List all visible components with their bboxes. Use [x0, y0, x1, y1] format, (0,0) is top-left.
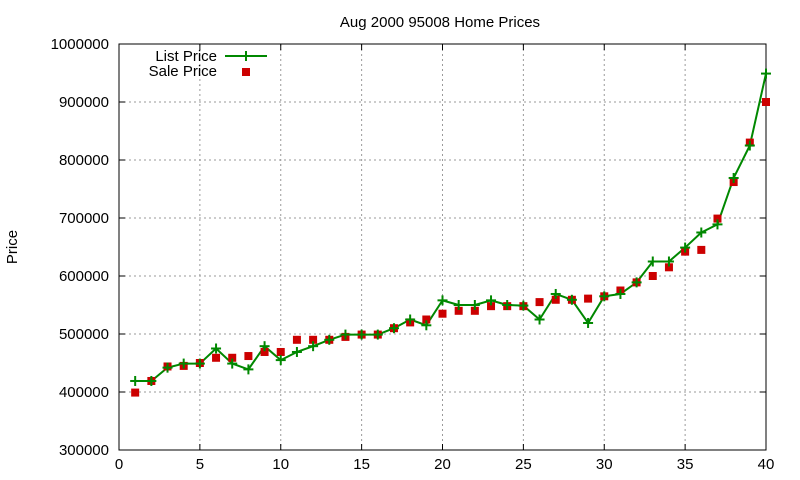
list-price-point: [453, 300, 464, 310]
list-price-point: [291, 346, 302, 357]
sale-price-point: [713, 214, 722, 223]
y-tick-label: 700000: [59, 210, 109, 227]
list-price-point: [308, 341, 319, 352]
list-price-point: [712, 219, 723, 230]
y-tick-labels: 300000 400000 500000 600000 700000 800000 9000…: [51, 36, 109, 459]
list-price-point: [130, 375, 141, 386]
x-tick-labels: 0 5 10 15 20 25 30 35 40: [115, 456, 775, 473]
list-price-point: [146, 375, 157, 386]
list-price-point: [243, 364, 254, 375]
list-price-point: [162, 362, 173, 373]
sale-price-point: [664, 263, 673, 272]
sale-price-point: [309, 335, 318, 344]
list-price-line: [135, 73, 767, 382]
legend-marker-list-price: [241, 51, 251, 61]
sale-price-point: [470, 306, 479, 315]
sale-price-point: [228, 353, 237, 362]
list-price-point: [356, 329, 367, 340]
y-axis-label: Price: [4, 230, 21, 264]
axis-ticks: [118, 43, 767, 451]
list-price-point: [534, 314, 545, 325]
list-price-point: [194, 358, 205, 369]
sale-price-point: [487, 302, 496, 311]
sale-price-point: [131, 388, 140, 397]
list-price-point: [275, 355, 286, 366]
legend-label-sale-price: Sale Price: [149, 63, 217, 80]
list-price-point: [388, 323, 399, 334]
sale-price-point: [762, 98, 770, 106]
list-price-point: [550, 288, 561, 299]
list-price-point: [680, 242, 691, 253]
list-price-point: [728, 172, 739, 183]
x-tick-label: 15: [353, 456, 370, 473]
legend-label-list-price: List Price: [155, 48, 217, 65]
list-price-point: [405, 314, 416, 325]
list-price-point: [372, 329, 383, 340]
sale-price-point: [438, 309, 447, 318]
sale-price-point: [648, 272, 657, 280]
list-price-point: [615, 288, 626, 299]
sale-price-point: [244, 352, 253, 361]
x-tick-label: 5: [196, 456, 204, 473]
list-price-point: [259, 341, 270, 352]
list-price-point: [469, 300, 480, 310]
x-tick-label: 0: [115, 456, 123, 473]
list-price-point: [518, 300, 529, 311]
list-price-point: [340, 329, 351, 340]
sale-price-point: [212, 353, 221, 362]
x-tick-label: 40: [758, 456, 775, 473]
list-price-point: [227, 358, 238, 369]
y-tick-label: 1000000: [51, 36, 109, 53]
y-tick-label: 600000: [59, 268, 109, 285]
grid-lines: [119, 44, 766, 450]
data-series: [130, 68, 771, 397]
sale-price-point: [535, 298, 544, 307]
sale-price-point: [584, 294, 593, 303]
y-tick-label: 500000: [59, 326, 109, 343]
x-tick-label: 30: [596, 456, 613, 473]
list-price-point: [486, 295, 497, 306]
sale-price-point: [697, 245, 706, 254]
y-tick-label: 300000: [59, 442, 109, 459]
list-price-point: [599, 291, 610, 302]
sale-price-point: [551, 295, 560, 304]
y-tick-label: 800000: [59, 152, 109, 169]
list-price-point: [502, 300, 513, 310]
legend: List Price Sale Price: [149, 48, 267, 80]
x-tick-label: 10: [272, 456, 289, 473]
y-tick-label: 900000: [59, 94, 109, 111]
list-price-point: [631, 277, 642, 288]
list-price-point: [324, 334, 335, 345]
list-price-point: [696, 227, 707, 238]
list-price-point: [178, 358, 189, 369]
sale-price-point: [260, 347, 269, 356]
list-price-point: [583, 317, 594, 328]
sale-price-point: [292, 335, 301, 344]
x-tick-label: 35: [677, 456, 694, 473]
list-price-point: [421, 320, 432, 331]
list-price-point: [744, 140, 755, 151]
legend-marker-sale-price: [242, 68, 250, 76]
chart-title: Aug 2000 95008 Home Prices: [340, 14, 540, 31]
list-price-point: [211, 343, 222, 354]
sale-price-point: [454, 306, 463, 315]
sale-price-point: [422, 315, 431, 324]
y-tick-label: 400000: [59, 384, 109, 401]
list-price-point: [437, 295, 448, 306]
list-price-point: [647, 256, 658, 267]
x-tick-label: 20: [434, 456, 451, 473]
list-price-point: [761, 68, 771, 79]
list-price-point: [566, 294, 577, 305]
list-price-point: [663, 256, 674, 267]
x-tick-label: 25: [515, 456, 532, 473]
sale-price-point: [276, 347, 285, 356]
